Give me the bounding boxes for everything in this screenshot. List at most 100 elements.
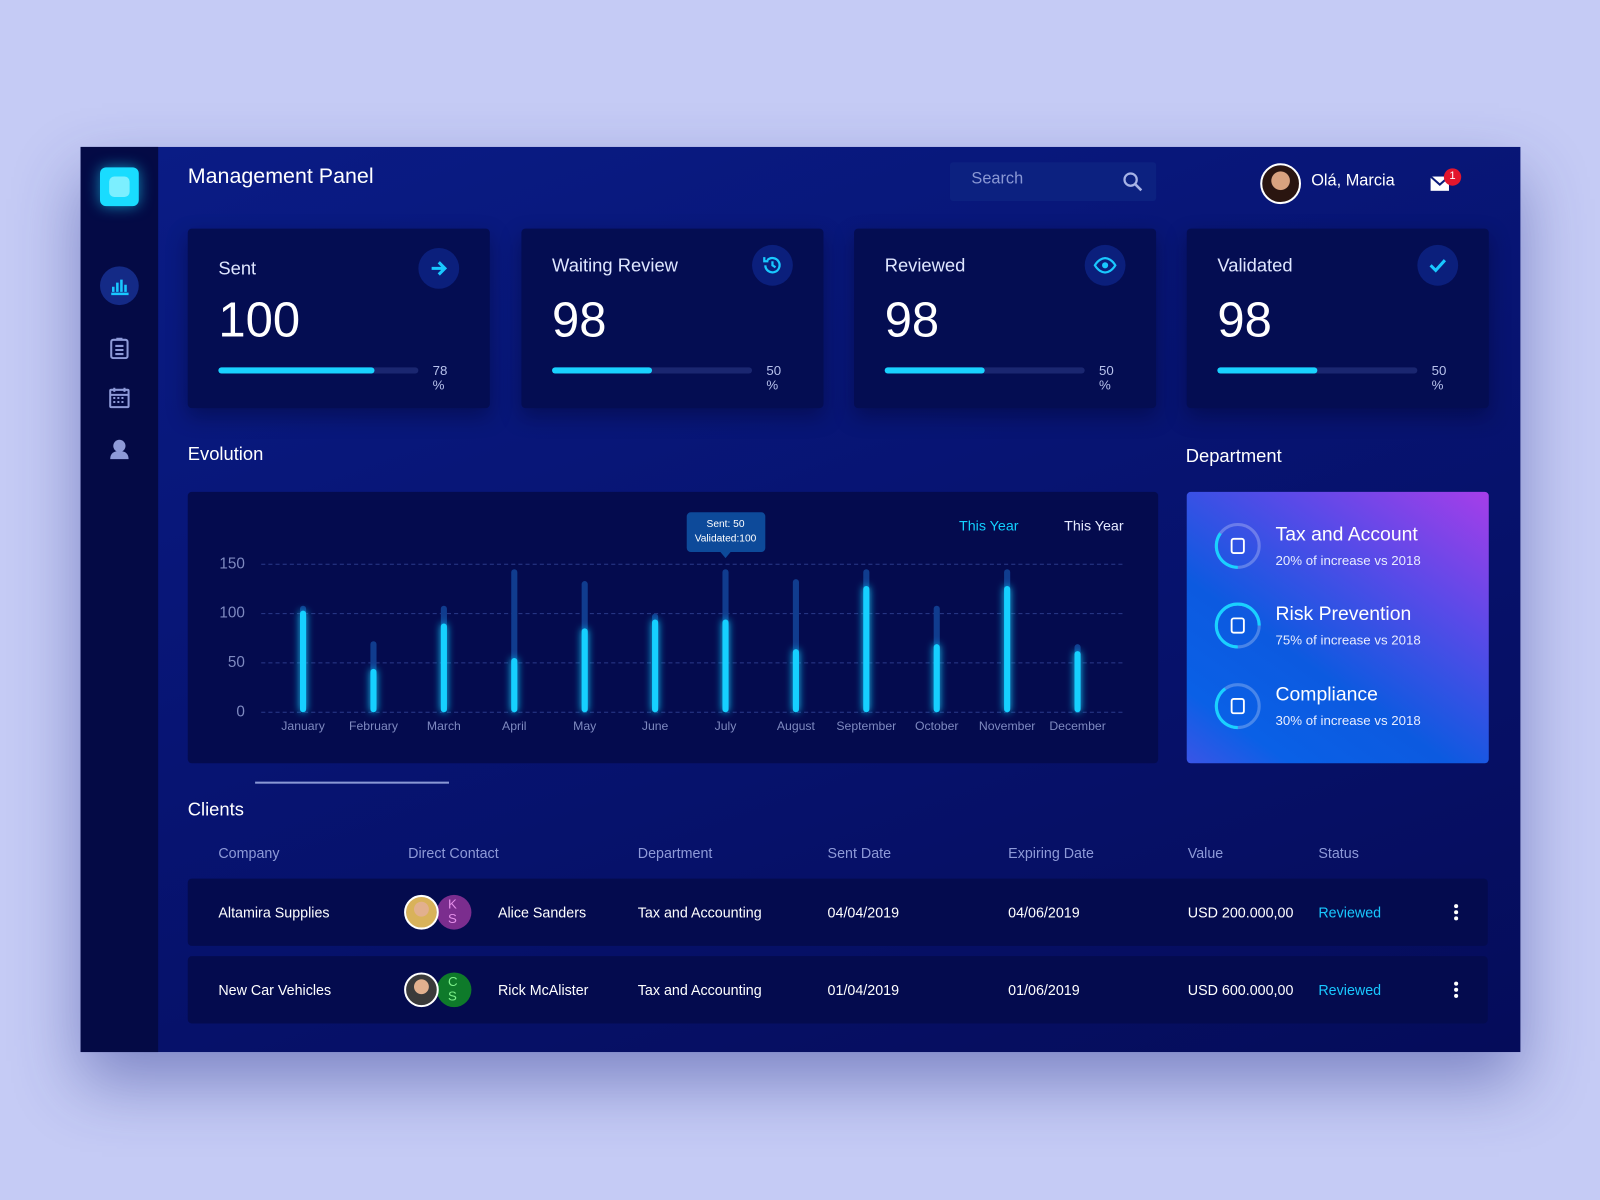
stat-percent: 50: [1431, 362, 1447, 379]
icon-part: [431, 261, 448, 276]
stat-percent: 50: [766, 362, 782, 379]
stat-icon[interactable]: [418, 247, 460, 289]
user-avatar[interactable]: [1260, 163, 1302, 205]
scroll-indicator: [255, 781, 449, 784]
icon-part: [1093, 257, 1117, 274]
stat-value: 98: [884, 293, 940, 348]
icon-part: [763, 256, 781, 274]
department-name: Compliance: [1275, 684, 1378, 706]
row-menu[interactable]: [1449, 979, 1463, 1001]
nav-user[interactable]: [108, 438, 130, 460]
column-header: Value: [1187, 844, 1224, 862]
icon-part: [113, 439, 126, 453]
status: Reviewed: [1318, 904, 1382, 921]
menu-dot: [1454, 987, 1459, 992]
nav-calendar-icon: [109, 387, 130, 409]
stat-label: Reviewed: [884, 255, 966, 276]
column-header: Company: [218, 844, 280, 862]
initial: S: [447, 910, 457, 927]
stat-unit: %: [766, 377, 779, 393]
row-menu[interactable]: [1449, 901, 1463, 923]
initial: S: [447, 988, 457, 1004]
notification-count: 1: [1449, 169, 1456, 183]
contact-photo: [404, 972, 439, 1008]
nav-clipboard[interactable]: [108, 337, 130, 360]
sent-date: 01/04/2019: [827, 981, 900, 998]
stat-card: Sent 100 78%: [187, 228, 490, 409]
search-placeholder: Search: [971, 170, 1024, 188]
logo-inner: [109, 176, 130, 197]
stat-icon[interactable]: [752, 244, 793, 286]
clients-title: Clients: [187, 798, 244, 820]
icon-part: [111, 279, 129, 296]
icon-part: [1102, 262, 1109, 269]
greeting: Olá, Marcia: [1311, 172, 1395, 190]
icon-part: [109, 388, 130, 409]
icon-part: [1429, 259, 1447, 273]
sent-date: 04/04/2019: [827, 904, 900, 921]
nav-calendar[interactable]: [108, 387, 130, 409]
contact: Rick McAlister: [497, 981, 589, 998]
department-name: Tax and Account: [1275, 523, 1418, 546]
stat-unit: %: [1431, 377, 1444, 393]
expiring-date: 04/06/2019: [1008, 904, 1080, 921]
department: Tax and Accounting: [637, 981, 762, 998]
icon-part: [1429, 259, 1447, 273]
icon-part: [1134, 183, 1143, 192]
department-note: 20% of increase vs 2018: [1275, 552, 1421, 568]
icon-part: [1123, 172, 1138, 187]
stat-card: Reviewed 98 50%: [854, 228, 1157, 409]
icon-part: [110, 387, 129, 404]
stat-icon[interactable]: [1417, 244, 1459, 286]
nav-chart-icon: [111, 279, 129, 296]
logo[interactable]: [99, 167, 139, 207]
menu-dot: [1454, 993, 1459, 998]
progress-track: [884, 367, 1085, 374]
expiring-date: 01/06/2019: [1008, 981, 1080, 998]
company: Altamira Supplies: [218, 904, 330, 921]
stat-unit: %: [432, 377, 445, 393]
contact: Alice Sanders: [497, 904, 587, 921]
progress-fill: [218, 367, 375, 374]
chart-panel: [187, 491, 1159, 764]
department-note: 30% of increase vs 2018: [1275, 712, 1421, 729]
nav-user-icon: [110, 439, 129, 460]
chart-title: Evolution: [187, 443, 264, 465]
client-row[interactable]: Altamira Supplies K S Alice Sanders Tax and …: [187, 878, 1488, 946]
initial: K: [447, 896, 457, 912]
stat-card: Waiting Review 98 50%: [521, 228, 824, 409]
company: New Car Vehicles: [218, 981, 332, 998]
stat-label: Sent: [218, 258, 257, 279]
icon-part: [1093, 257, 1117, 274]
nav-clipboard-icon: [110, 337, 129, 360]
search-icon: [1123, 172, 1143, 192]
nav-chart[interactable]: [99, 266, 139, 306]
value: USD 200.000,00: [1187, 904, 1294, 921]
progress-track: [552, 367, 753, 374]
department-title: Department: [1185, 445, 1282, 467]
department: Tax and Accounting: [637, 904, 762, 921]
progress-track: [1217, 367, 1418, 374]
progress-fill: [884, 367, 985, 374]
progress-track: [218, 367, 419, 374]
stat-value: 100: [218, 293, 301, 348]
stat-percent: 50: [1098, 362, 1114, 379]
progress-fill: [552, 367, 653, 374]
column-header: Expiring Date: [1008, 844, 1094, 862]
icon-part: [110, 451, 129, 460]
search-box[interactable]: Search: [949, 162, 1157, 202]
department-note: 75% of increase vs 2018: [1275, 632, 1421, 648]
stat-icon[interactable]: [1084, 244, 1126, 286]
column-header: Status: [1318, 844, 1359, 862]
client-row[interactable]: New Car Vehicles C S Rick McAlister Tax and …: [187, 956, 1488, 1024]
menu-dot: [1454, 981, 1459, 986]
icon-part: [115, 337, 124, 356]
initial: C: [447, 973, 458, 990]
stat-value: 98: [552, 293, 607, 348]
page-title: Management Panel: [187, 164, 374, 189]
column-header: Direct Contact: [408, 844, 499, 862]
